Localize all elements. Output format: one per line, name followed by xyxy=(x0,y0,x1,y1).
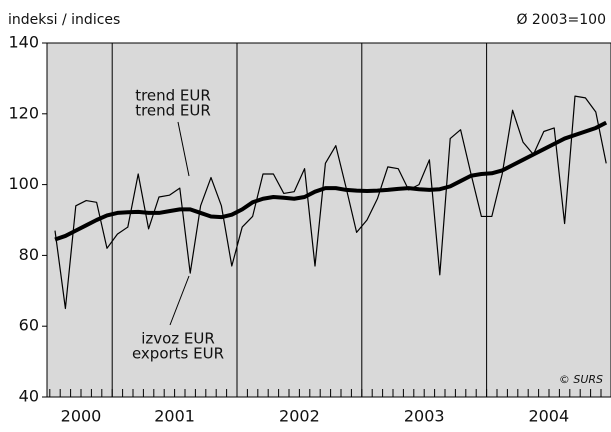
series-line xyxy=(54,95,607,310)
plot-area xyxy=(46,42,611,398)
series-line xyxy=(54,120,608,242)
x-tick-label: 2003 xyxy=(404,407,445,426)
x-tick-label: 2000 xyxy=(61,407,102,426)
chart-title: indeksi / indices xyxy=(8,12,120,28)
x-tick-label: 2004 xyxy=(528,407,569,426)
leader-line xyxy=(169,275,190,326)
exports-label: exports EUR xyxy=(132,345,224,363)
y-tick-label: 40 xyxy=(19,387,39,406)
y-tick-label: 80 xyxy=(19,245,39,264)
trend-label: trend EUR xyxy=(135,87,211,105)
y-tick-label: 140 xyxy=(8,33,39,52)
y-tick-label: 120 xyxy=(8,103,39,122)
x-tick-label: 2002 xyxy=(279,407,320,426)
y-tick-label: 60 xyxy=(19,316,39,335)
credit: © SURS xyxy=(559,373,603,386)
exports-label: izvoz EUR xyxy=(141,330,215,348)
y-tick-label: 100 xyxy=(8,174,39,193)
x-tick-label: 2001 xyxy=(154,407,195,426)
trend-label: trend EUR xyxy=(135,102,211,120)
leader-line xyxy=(177,121,190,177)
chart-subtitle: Ø 2003=100 xyxy=(516,12,606,28)
